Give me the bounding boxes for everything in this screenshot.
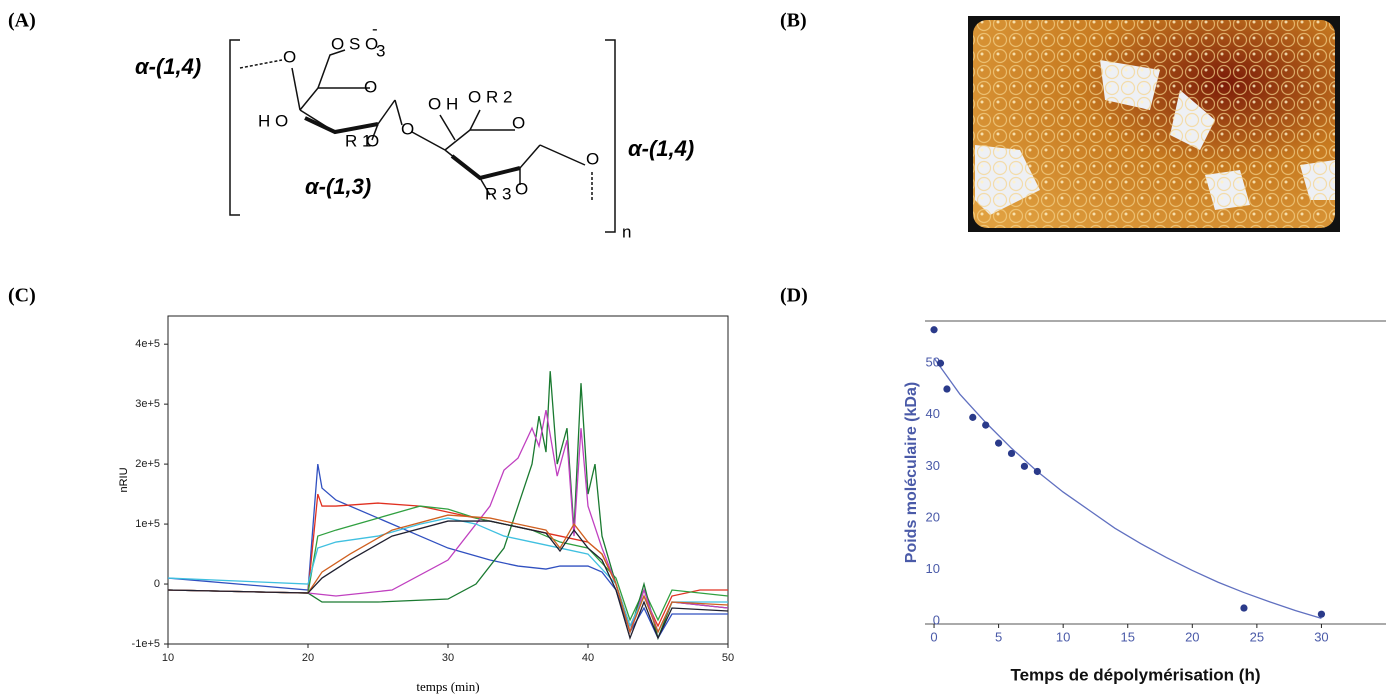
data-point	[1007, 449, 1016, 458]
data-point	[1033, 467, 1041, 476]
linkage-label: α-(1,4)	[628, 136, 694, 161]
series-line	[168, 517, 728, 634]
panel-label: (C)	[8, 285, 36, 307]
atom-label: n	[622, 222, 631, 241]
x-tick-label: 30	[1314, 629, 1328, 644]
atom-label: O	[366, 131, 379, 150]
x-tick-label: 25	[1250, 629, 1264, 644]
atom-label: O	[512, 113, 525, 132]
y-tick-label: 0	[154, 578, 160, 590]
series-line	[168, 410, 728, 635]
x-tick-label: 10	[162, 652, 174, 664]
series-line	[168, 463, 728, 640]
x-tick-label: 20	[302, 652, 314, 664]
plot-area	[933, 357, 1322, 619]
atom-label: O	[283, 47, 296, 66]
y-tick-label: -1e+5	[132, 638, 160, 650]
panel-label: (D)	[780, 285, 808, 307]
linkage-label: α-(1,3)	[305, 174, 371, 199]
y-tick-label: 50	[926, 355, 940, 370]
x-tick-label: 30	[442, 652, 454, 664]
x-tick-label: 20	[1185, 629, 1199, 644]
x-tick-label: 50	[722, 652, 734, 664]
x-tick-label: 40	[582, 652, 594, 664]
structure-bonds	[229, 39, 616, 233]
atom-label: 3	[376, 41, 385, 60]
data-point	[969, 413, 977, 421]
atom-label: O	[364, 77, 377, 96]
atom-label: O	[401, 119, 414, 138]
y-tick-label: 3e+5	[135, 398, 160, 410]
data-point	[995, 439, 1003, 447]
series-line	[168, 514, 728, 635]
atom-label: O S O	[331, 34, 378, 53]
y-tick-label: 1e+5	[135, 518, 160, 530]
series-line	[168, 371, 728, 641]
series-line	[933, 357, 1322, 619]
chart: -1e+5 0 1e+5 2e+5 3e+5 4e+5 10 20 30 40 50 temps (m…	[118, 315, 734, 694]
atom-label: -	[372, 19, 378, 38]
x-axis-title: Temps de dépolymérisation (h)	[1010, 665, 1260, 684]
y-tick-label: 20	[926, 509, 940, 524]
x-tick-label: 15	[1121, 629, 1135, 644]
data-point	[1317, 610, 1326, 618]
atom-label: R 1	[345, 131, 371, 150]
plot-area	[168, 371, 728, 641]
x-tick-label: 5	[995, 629, 1002, 644]
series-line	[168, 520, 728, 641]
atom-label: O	[586, 149, 599, 168]
y-tick-label: 10	[926, 561, 940, 576]
data-point	[982, 421, 990, 429]
y-axis-title: Poids moléculaire (kDa)	[903, 382, 920, 563]
data-point	[1240, 604, 1248, 612]
y-tick-label: 0	[933, 612, 940, 627]
y-axis-title: nRIU	[118, 467, 130, 492]
x-tick-label: 10	[1056, 629, 1070, 644]
data-point	[936, 359, 945, 367]
atom-label: H O	[258, 111, 288, 130]
panel-label: (A)	[8, 10, 36, 32]
y-tick-label: 2e+5	[135, 458, 160, 470]
panel-label: (B)	[780, 10, 807, 32]
x-tick-label: 0	[930, 629, 937, 644]
y-tick-label: 4e+5	[135, 338, 160, 350]
chart: 0 10 20 30 40 50 0 5 10 15 20 25 30 Temps de dépolymé…	[903, 320, 1386, 684]
data-point	[1020, 462, 1029, 470]
data-point	[943, 385, 951, 393]
photo	[968, 16, 1340, 232]
y-tick-label: 40	[926, 406, 940, 421]
y-tick-label: 30	[926, 458, 940, 473]
data-point	[930, 326, 938, 334]
x-axis-title: temps (min)	[416, 679, 479, 694]
atom-label: O	[515, 179, 528, 198]
atom-label: O R 2	[468, 87, 512, 106]
atom-label: O H	[428, 94, 458, 113]
linkage-label: α-(1,4)	[135, 54, 201, 79]
atom-label: R 3	[485, 184, 511, 203]
